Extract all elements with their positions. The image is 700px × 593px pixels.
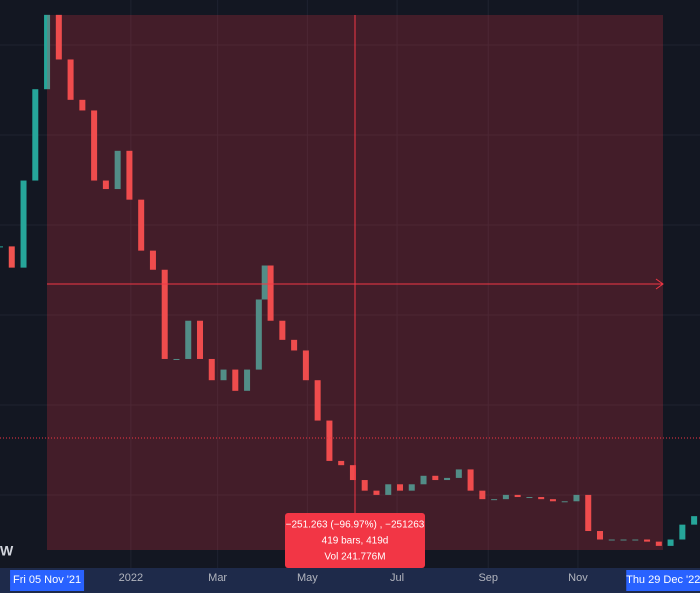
- candles: [0, 14, 698, 546]
- range-label-box: [626, 570, 700, 591]
- candle: [644, 539, 651, 542]
- candle: [632, 539, 639, 541]
- range-label: Fri 05 Nov '21: [13, 574, 81, 586]
- candle: [597, 531, 603, 540]
- candle: [691, 516, 698, 525]
- candle: [361, 480, 368, 491]
- range-label-box: [10, 570, 85, 591]
- candle: [502, 494, 509, 500]
- measure-arrow: [655, 278, 664, 290]
- candle: [538, 497, 545, 500]
- candle: [420, 475, 427, 485]
- x-tick-label: May: [297, 572, 318, 584]
- candle: [185, 320, 192, 359]
- axis: 2022 Mar May Jul Sep Nov Fri 05 Nov '21 Thu 29 …: [10, 570, 700, 591]
- candle: [0, 246, 3, 248]
- candle: [255, 299, 262, 370]
- candle: [373, 490, 380, 495]
- candle: [302, 350, 309, 381]
- candle: [479, 490, 486, 500]
- candle: [114, 150, 121, 190]
- candle: [102, 180, 109, 190]
- candle: [561, 501, 568, 503]
- candle: [408, 484, 415, 491]
- symbol-label: W: [0, 543, 14, 559]
- candle: [338, 460, 345, 466]
- candle: [279, 320, 286, 340]
- candle: [138, 199, 145, 251]
- time-axis: [0, 568, 700, 593]
- measure-volume: Vol 241.776M: [324, 552, 385, 563]
- candle: [161, 269, 168, 359]
- x-tick-label: Sep: [478, 572, 498, 584]
- candle: [444, 477, 451, 481]
- candle: [208, 358, 215, 381]
- x-tick-label: Jul: [390, 572, 404, 584]
- candle: [667, 539, 674, 546]
- candle: [608, 539, 615, 541]
- candle: [126, 150, 133, 200]
- measure-change: −251.263 (−96.97%) , −251263: [286, 520, 425, 531]
- candle: [455, 469, 462, 478]
- candle: [79, 99, 86, 111]
- candle: [220, 369, 227, 381]
- candle: [173, 358, 180, 360]
- candle: [32, 89, 39, 181]
- candle: [291, 339, 298, 351]
- candle: [67, 59, 74, 100]
- candle: [585, 494, 592, 532]
- candle: [91, 110, 98, 181]
- candle: [261, 265, 268, 300]
- candle: [397, 484, 403, 491]
- candle: [491, 499, 498, 501]
- candle: [197, 320, 203, 359]
- candle: [314, 380, 321, 421]
- measure-box: [285, 513, 425, 568]
- x-tick-label: 2022: [119, 572, 143, 584]
- candle: [267, 265, 274, 321]
- candle: [232, 369, 239, 391]
- candle: [244, 369, 251, 391]
- candle: [326, 420, 333, 461]
- candle: [149, 250, 156, 270]
- candle: [55, 14, 62, 60]
- candle: [526, 497, 533, 499]
- candle: [620, 539, 627, 541]
- candle: [349, 465, 356, 481]
- candle: [514, 494, 521, 498]
- candle: [8, 246, 15, 268]
- candle: [20, 180, 27, 268]
- candle: [549, 499, 556, 502]
- candle: [573, 494, 580, 502]
- candle: [432, 475, 439, 481]
- range-label: Thu 29 Dec '22: [626, 574, 700, 586]
- x-tick-label: Nov: [568, 572, 588, 584]
- candle: [655, 541, 662, 546]
- measure-span: 419 bars, 419d: [322, 536, 389, 547]
- candle: [385, 484, 392, 495]
- candle: [44, 14, 51, 90]
- x-tick-label: Mar: [208, 572, 227, 584]
- candle: [467, 469, 474, 491]
- candle: [679, 524, 686, 540]
